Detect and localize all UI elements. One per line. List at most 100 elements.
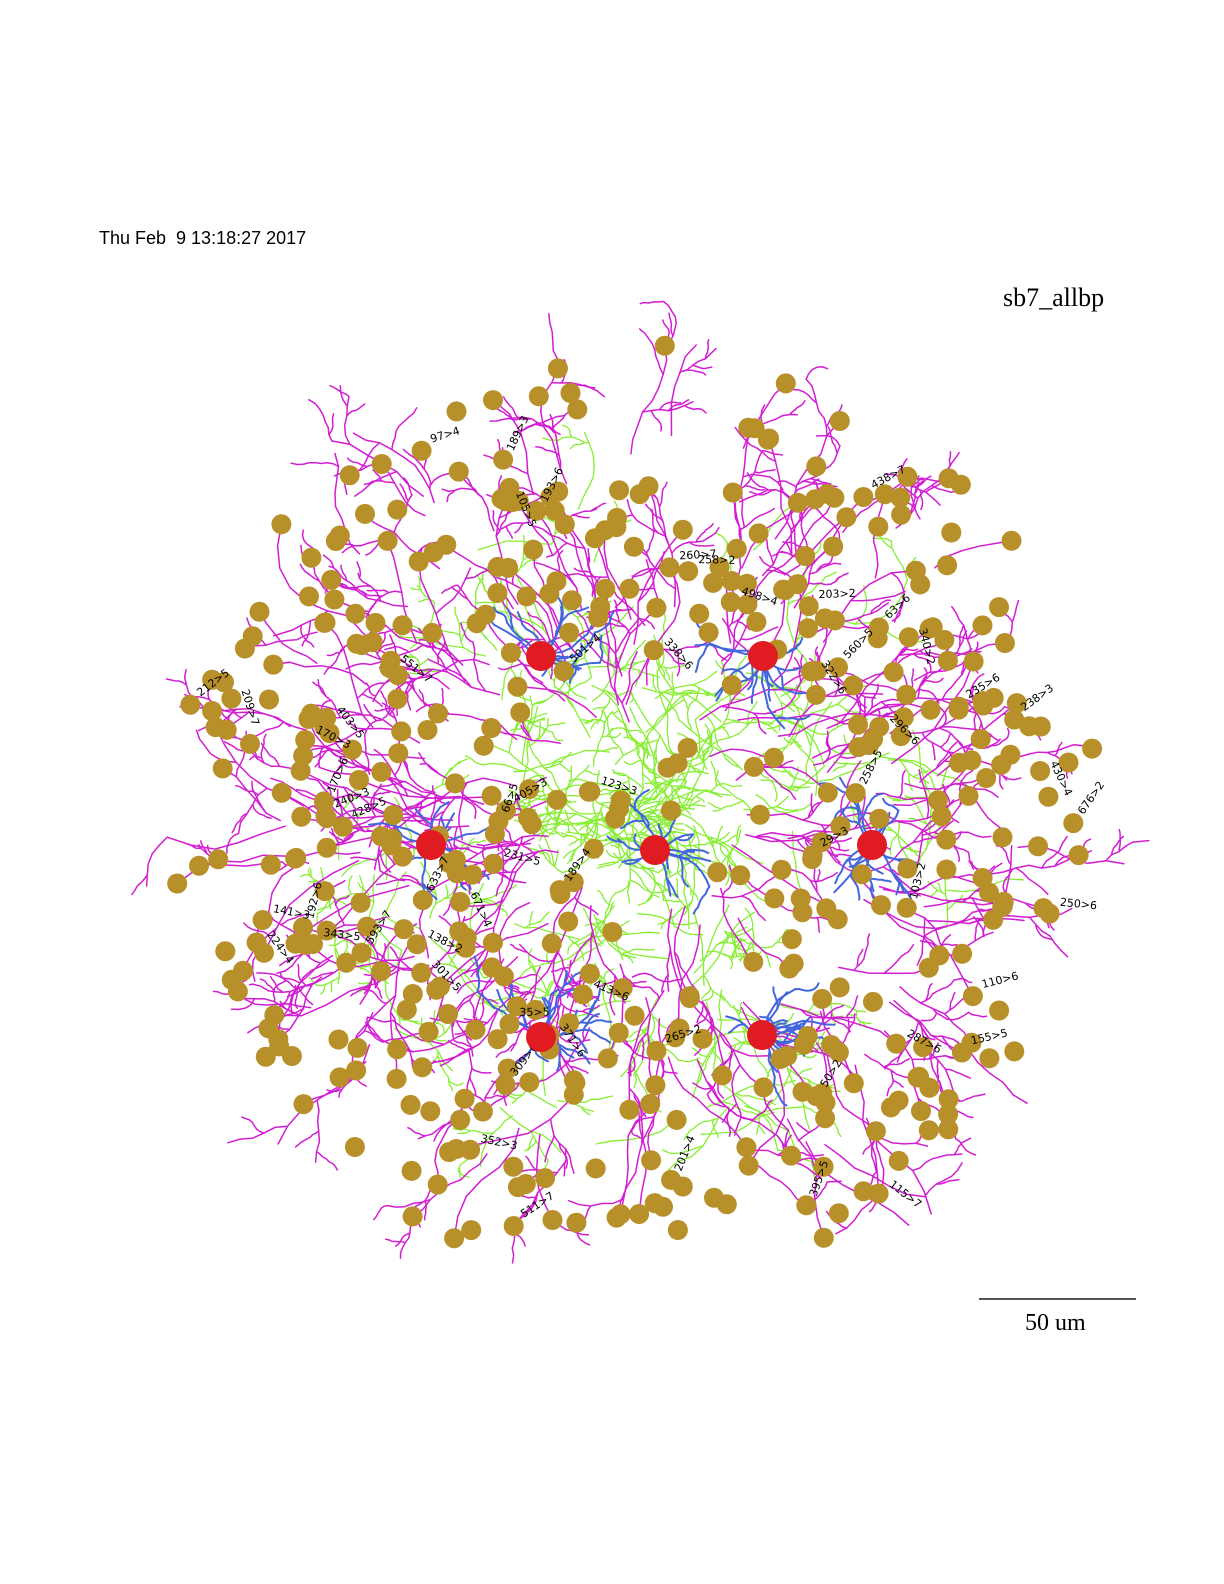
terminal-dot bbox=[333, 816, 354, 837]
dendrite-branch bbox=[861, 1021, 872, 1024]
terminal-dot bbox=[430, 976, 450, 997]
terminal-dot bbox=[610, 790, 631, 811]
terminal-dot bbox=[559, 1013, 580, 1034]
dendrite-branch bbox=[402, 448, 432, 490]
terminal-dot bbox=[371, 454, 392, 474]
dendrite-branch bbox=[361, 590, 384, 597]
dendrite-branch bbox=[854, 585, 868, 625]
terminal-dot bbox=[1001, 530, 1022, 551]
dendrite-branch bbox=[920, 1012, 938, 1022]
terminal-dot bbox=[746, 611, 767, 632]
dendrite-branch bbox=[665, 876, 679, 898]
dendrite-branch bbox=[533, 779, 544, 788]
terminal-dot bbox=[491, 488, 512, 509]
dendrite-branch bbox=[611, 727, 628, 731]
dendrite-branch bbox=[421, 1010, 499, 1069]
dendrite-branch bbox=[700, 1111, 775, 1135]
dendrite-branch bbox=[615, 1094, 660, 1219]
dendrite-branch bbox=[829, 1017, 852, 1033]
dendrite-branch bbox=[773, 1084, 788, 1107]
terminal-dot bbox=[853, 487, 874, 507]
dendrite-branch bbox=[738, 947, 748, 952]
dendrite-branch bbox=[363, 718, 384, 756]
dendrite-branch bbox=[1105, 839, 1150, 862]
dendrite-branch bbox=[612, 772, 644, 790]
terminal-dot bbox=[249, 601, 270, 622]
node-label: 209>7 bbox=[239, 688, 262, 727]
dendrite-branch bbox=[721, 828, 742, 865]
terminal-dot bbox=[448, 461, 469, 482]
terminal-dot bbox=[412, 890, 433, 911]
dendrite-branch bbox=[356, 561, 362, 579]
dendrite-branch bbox=[591, 684, 629, 739]
dendrite-branch bbox=[376, 642, 395, 655]
dendrite-branch bbox=[361, 693, 383, 708]
dendrite-branch bbox=[664, 689, 699, 696]
dendrite-branch bbox=[709, 783, 743, 793]
dendrite-branch bbox=[569, 822, 612, 830]
dendrite-branch bbox=[399, 1018, 424, 1025]
dendrite-branch bbox=[279, 971, 297, 990]
dendrite-branch bbox=[879, 756, 968, 786]
dendrite-branch bbox=[810, 793, 814, 814]
terminal-dot bbox=[319, 723, 340, 744]
dendrite-branch bbox=[335, 580, 369, 599]
dendrite-branch bbox=[793, 545, 834, 609]
dendrite-branch bbox=[567, 1198, 625, 1207]
terminal-dot bbox=[874, 484, 895, 505]
terminal-dot bbox=[371, 961, 391, 982]
terminal-dot bbox=[1000, 744, 1021, 765]
node-label: 395>5 bbox=[807, 1159, 831, 1198]
dendrite-branch bbox=[833, 1121, 842, 1138]
terminal-dot bbox=[927, 790, 948, 811]
dendrite-branch bbox=[875, 792, 939, 802]
dendrite-branch bbox=[507, 608, 514, 632]
dendrite-branch bbox=[675, 772, 682, 783]
terminal-dot bbox=[836, 507, 857, 528]
dendrite-branch bbox=[911, 1055, 955, 1061]
dendrite-branch bbox=[636, 741, 640, 757]
dendrite-branch bbox=[661, 973, 669, 993]
terminal-dot bbox=[496, 800, 516, 821]
dendrite-branch bbox=[328, 413, 335, 436]
terminal-dot bbox=[888, 1150, 909, 1171]
terminal-dot bbox=[952, 943, 973, 964]
terminal-dot bbox=[898, 627, 919, 648]
dendrite-branch bbox=[798, 1151, 824, 1157]
dendrite-branch bbox=[517, 802, 526, 812]
dendrite-branch bbox=[710, 760, 754, 817]
dendrite-branch bbox=[892, 1079, 904, 1088]
terminal-dot bbox=[495, 1074, 516, 1095]
dendrite-branch bbox=[466, 1049, 473, 1096]
dendrite-branch bbox=[706, 950, 742, 958]
dendrite-branch bbox=[719, 887, 755, 963]
terminal-dot bbox=[757, 429, 778, 450]
dendrite-branch bbox=[739, 427, 756, 528]
terminal-dot bbox=[579, 963, 600, 984]
dendrite-branch bbox=[701, 1000, 724, 1077]
dendrite-branch bbox=[670, 344, 697, 437]
terminal-dot bbox=[793, 1034, 814, 1055]
dendrite-branch bbox=[258, 611, 318, 664]
terminal-dot bbox=[821, 1035, 842, 1055]
dendrite-branch bbox=[331, 826, 363, 850]
dendrite-branch bbox=[352, 432, 435, 504]
dendrite-branch bbox=[241, 1116, 265, 1134]
terminal-dot bbox=[730, 865, 751, 886]
dendrite-branch bbox=[231, 812, 248, 834]
dendrite-branch bbox=[904, 700, 984, 735]
dendrite-branch bbox=[317, 900, 336, 911]
terminal-dot bbox=[286, 847, 307, 868]
dendrite-branch bbox=[944, 1068, 971, 1079]
dendrite-branch bbox=[745, 700, 758, 728]
dendrite-branch bbox=[935, 1179, 960, 1185]
dendrite-branch bbox=[563, 794, 580, 797]
node-label: 250>6 bbox=[1059, 896, 1097, 913]
dendrite-branch bbox=[667, 399, 690, 412]
terminal-dot bbox=[1004, 1041, 1025, 1062]
dendrite-branch bbox=[703, 990, 714, 1002]
dendrite-branch bbox=[967, 1011, 988, 1018]
terminal-dot bbox=[563, 1070, 584, 1091]
dendrite-branch bbox=[931, 741, 936, 761]
